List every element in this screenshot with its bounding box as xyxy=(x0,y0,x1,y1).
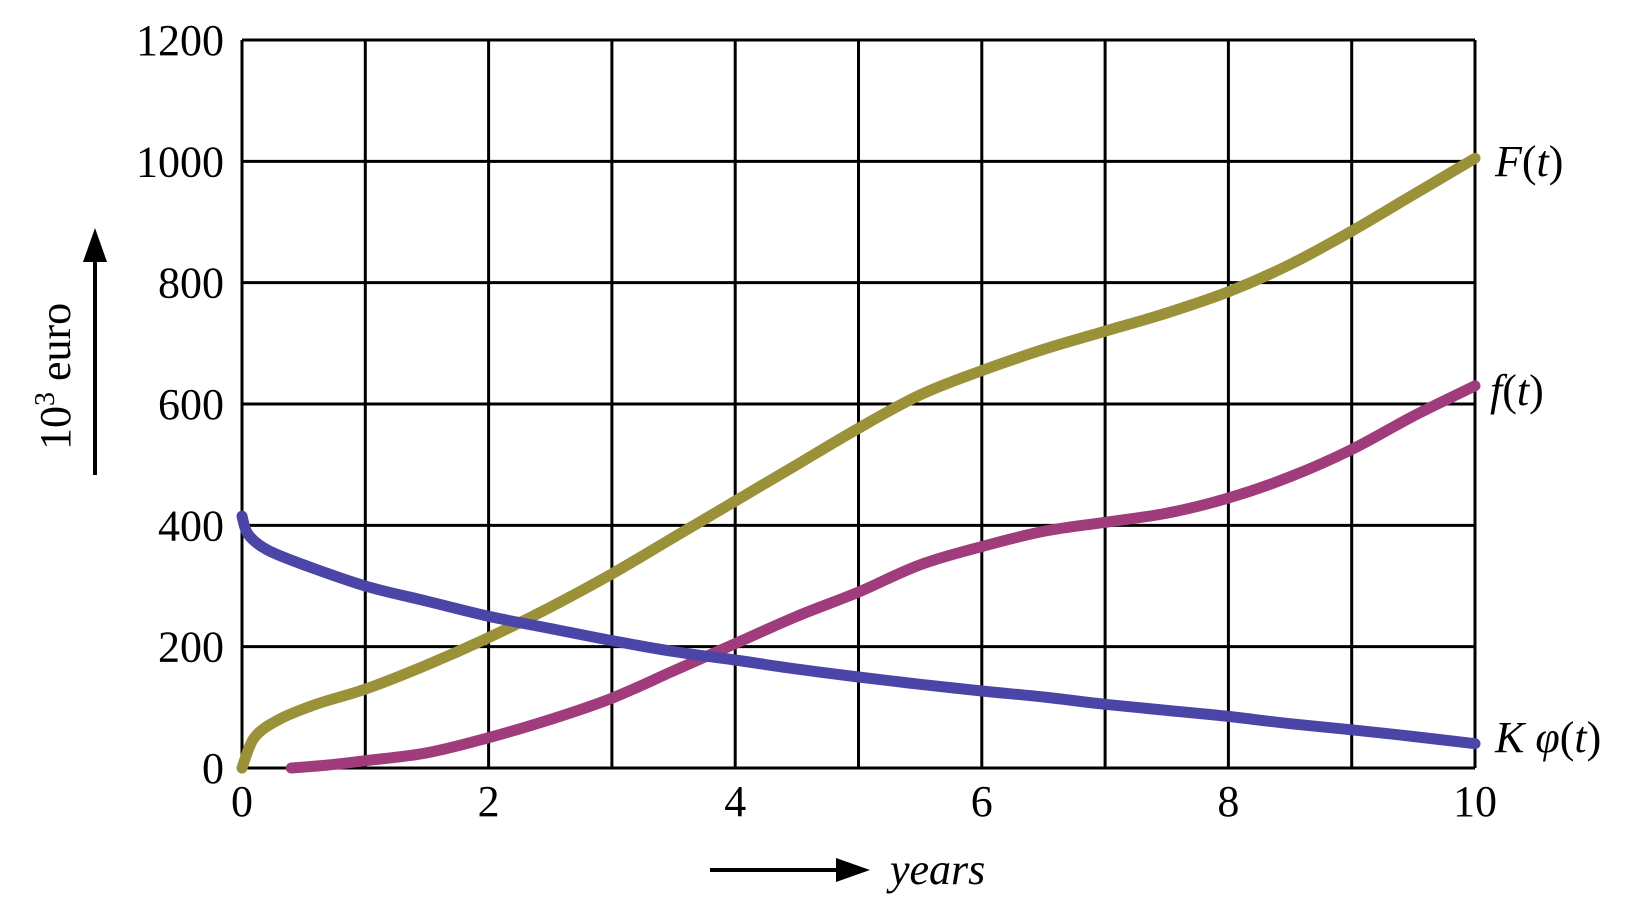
y-axis-label: 103 euro xyxy=(30,303,80,450)
series-label-Kphi-name: K φ xyxy=(1494,713,1560,762)
series-label-Kphi-close: ) xyxy=(1587,713,1602,762)
y-tick-label: 1000 xyxy=(136,137,224,186)
series-label-f: f(t) xyxy=(1490,366,1544,415)
y-axis-label-base: 10 xyxy=(31,406,80,450)
series-label-Kphi-open: ( xyxy=(1560,713,1575,762)
series-label-f-close: ) xyxy=(1529,366,1544,415)
tick-labels: 0 2 4 6 8 10 0 200 400 600 800 1000 1200 xyxy=(136,16,1497,826)
y-axis-label-unit: euro xyxy=(31,303,80,392)
x-tick-label: 8 xyxy=(1217,777,1239,826)
series-line-f xyxy=(285,380,1481,774)
y-axis-label-exponent: 3 xyxy=(30,392,61,406)
series-lines xyxy=(236,152,1481,774)
y-tick-label: 200 xyxy=(158,623,224,672)
series-label-Kphi: K φ(t) xyxy=(1494,713,1601,762)
series-line-F xyxy=(236,152,1481,774)
series-label-F-name: F xyxy=(1494,137,1523,186)
grid xyxy=(240,38,1477,770)
series-label-f-arg: t xyxy=(1517,366,1531,415)
series-label-F-open: ( xyxy=(1522,137,1537,186)
x-tick-label: 6 xyxy=(971,777,993,826)
x-tick-label: 4 xyxy=(724,777,746,826)
series-label-F-close: ) xyxy=(1549,137,1564,186)
y-tick-label: 400 xyxy=(158,501,224,550)
x-axis-label: years xyxy=(886,845,985,894)
x-tick-label: 10 xyxy=(1453,777,1497,826)
x-tick-label: 0 xyxy=(231,777,253,826)
series-label-Kphi-arg: t xyxy=(1574,713,1588,762)
series-label-F: F(t) xyxy=(1494,137,1563,186)
series-label-F-arg: t xyxy=(1537,137,1551,186)
x-axis-arrowhead xyxy=(836,858,870,882)
y-tick-label: 0 xyxy=(202,744,224,793)
y-tick-label: 800 xyxy=(158,259,224,308)
y-axis-arrowhead xyxy=(83,228,107,262)
series-label-f-open: ( xyxy=(1502,366,1517,415)
y-tick-label: 1200 xyxy=(136,16,224,65)
y-tick-label: 600 xyxy=(158,380,224,429)
series-labels: F(t) f(t) K φ(t) xyxy=(1490,137,1601,762)
x-axis-title: years xyxy=(710,845,985,894)
x-tick-label: 2 xyxy=(478,777,500,826)
y-axis-title: 103 euro xyxy=(30,228,107,475)
series-line-Kphi xyxy=(236,510,1481,750)
